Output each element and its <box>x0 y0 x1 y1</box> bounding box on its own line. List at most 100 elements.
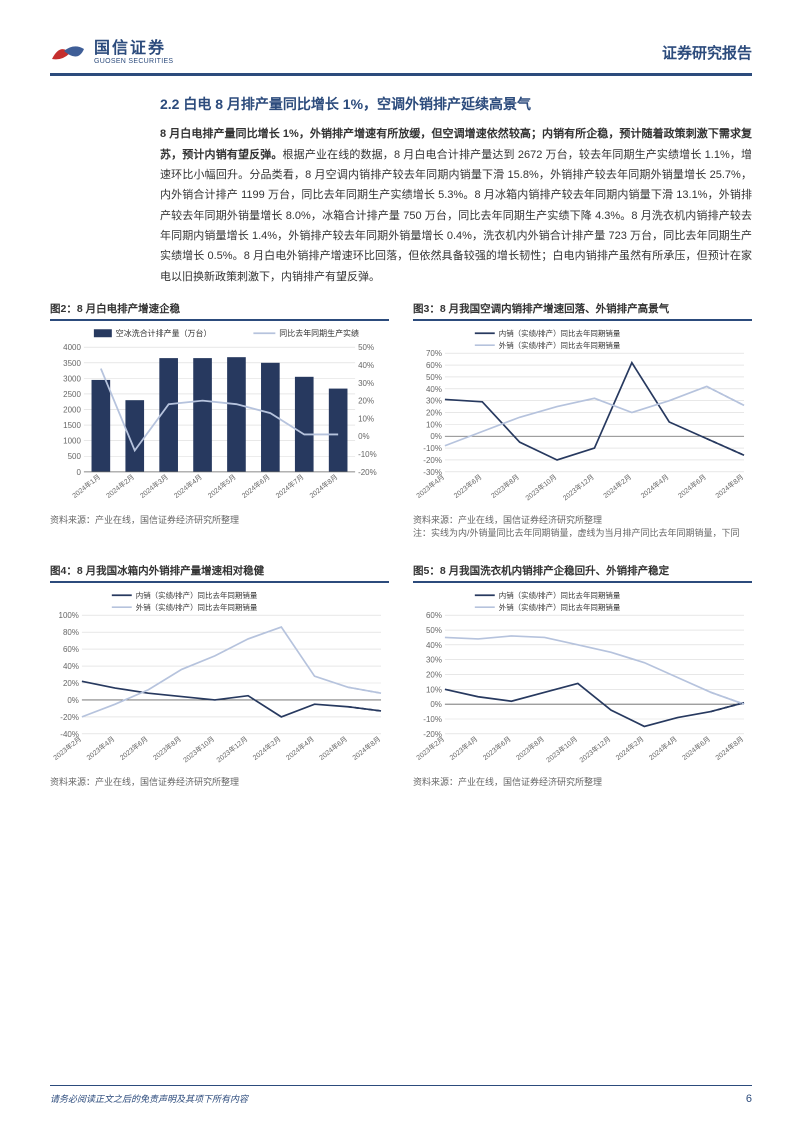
svg-text:0%: 0% <box>358 432 370 441</box>
svg-text:2023年4月: 2023年4月 <box>85 735 117 763</box>
svg-text:2023年8月: 2023年8月 <box>514 735 546 763</box>
svg-text:40%: 40% <box>63 662 79 671</box>
svg-text:2024年4月: 2024年4月 <box>647 735 679 763</box>
svg-text:2024年5月: 2024年5月 <box>206 472 238 500</box>
svg-text:2024年3月: 2024年3月 <box>138 472 170 500</box>
svg-text:-20%: -20% <box>423 456 442 465</box>
svg-text:2024年8月: 2024年8月 <box>713 472 745 500</box>
svg-text:2023年12月: 2023年12月 <box>214 735 249 765</box>
chart5-svg: -20%-10%0%10%20%30%40%50%60%2023年2月2023年… <box>413 587 752 772</box>
svg-text:40%: 40% <box>426 385 442 394</box>
svg-text:2024年2月: 2024年2月 <box>614 735 646 763</box>
content-area: 2.2 白电 8 月排产量同比增长 1%，空调外销排产延续高景气 8 月白电排产… <box>50 94 752 789</box>
svg-text:2023年10月: 2023年10月 <box>544 735 579 765</box>
svg-text:2024年4月: 2024年4月 <box>284 735 316 763</box>
svg-text:3500: 3500 <box>63 359 81 368</box>
svg-text:-10%: -10% <box>423 444 442 453</box>
svg-text:10%: 10% <box>426 420 442 429</box>
svg-text:2023年8月: 2023年8月 <box>151 735 183 763</box>
svg-text:内销（实绩/排产）同比去年同期销量: 内销（实绩/排产）同比去年同期销量 <box>136 590 258 600</box>
svg-text:2023年4月: 2023年4月 <box>448 735 480 763</box>
logo-cn: 国信证券 <box>94 40 173 58</box>
chart4-svg: -40%-20%0%20%40%60%80%100%2023年2月2023年4月… <box>50 587 389 772</box>
page-header: 国信证券 GUOSEN SECURITIES 证券研究报告 <box>50 40 752 76</box>
svg-text:2023年12月: 2023年12月 <box>561 472 596 502</box>
section-title: 2.2 白电 8 月排产量同比增长 1%，空调外销排产延续高景气 <box>160 94 752 114</box>
chart2-block: 图2：8 月白电排产增速企稳 0500100015002000250030003… <box>50 301 389 539</box>
svg-text:40%: 40% <box>426 641 442 650</box>
svg-text:-20%: -20% <box>358 468 377 477</box>
svg-text:2024年8月: 2024年8月 <box>308 472 340 500</box>
chart4-source: 资料来源：产业在线，国信证券经济研究所整理 <box>50 776 389 789</box>
svg-text:10%: 10% <box>426 686 442 695</box>
svg-text:30%: 30% <box>426 397 442 406</box>
svg-text:2023年10月: 2023年10月 <box>523 472 558 502</box>
svg-text:2024年6月: 2024年6月 <box>240 472 272 500</box>
svg-text:2024年7月: 2024年7月 <box>274 472 306 500</box>
body-rest: 根据产业在线的数据，8 月白电合计排产量达到 2672 万台，较去年同期生产实绩… <box>160 149 752 283</box>
svg-text:内销（实绩/排产）同比去年同期销量: 内销（实绩/排产）同比去年同期销量 <box>499 590 621 600</box>
svg-text:0%: 0% <box>430 432 442 441</box>
svg-text:2023年8月: 2023年8月 <box>489 472 521 500</box>
svg-text:60%: 60% <box>426 611 442 620</box>
svg-text:内销（实绩/排产）同比去年同期销量: 内销（实绩/排产）同比去年同期销量 <box>499 328 621 338</box>
svg-text:-10%: -10% <box>358 450 377 459</box>
chart3-note: 注：实线为内/外销量同比去年同期销量，虚线为当月排产同比去年同期销量，下同 <box>413 527 752 540</box>
svg-text:30%: 30% <box>426 656 442 665</box>
logo-icon <box>50 41 86 65</box>
svg-text:20%: 20% <box>63 679 79 688</box>
svg-text:1000: 1000 <box>63 437 81 446</box>
svg-text:20%: 20% <box>358 397 374 406</box>
chart3-source: 资料来源：产业在线，国信证券经济研究所整理 <box>413 514 752 527</box>
svg-text:2024年2月: 2024年2月 <box>601 472 633 500</box>
svg-text:2500: 2500 <box>63 390 81 399</box>
charts-grid: 图2：8 月白电排产增速企稳 0500100015002000250030003… <box>50 301 752 789</box>
logo-block: 国信证券 GUOSEN SECURITIES <box>50 40 173 65</box>
chart2-source: 资料来源：产业在线，国信证券经济研究所整理 <box>50 514 389 527</box>
svg-text:50%: 50% <box>426 626 442 635</box>
svg-text:10%: 10% <box>358 414 374 423</box>
svg-text:80%: 80% <box>63 628 79 637</box>
chart3-block: 图3：8 月我国空调内销排产增速回落、外销排产高景气 -30%-20%-10%0… <box>413 301 752 539</box>
svg-text:2023年12月: 2023年12月 <box>577 735 612 765</box>
svg-text:2023年10月: 2023年10月 <box>181 735 216 765</box>
svg-text:2024年2月: 2024年2月 <box>251 735 283 763</box>
chart2-svg: 05001000150020002500300035004000-20%-10%… <box>50 325 389 510</box>
svg-text:2024年6月: 2024年6月 <box>317 735 349 763</box>
svg-text:2024年2月: 2024年2月 <box>104 472 136 500</box>
svg-text:30%: 30% <box>358 379 374 388</box>
chart4-block: 图4：8 月我国冰箱内外销排产量增速相对稳健 -40%-20%0%20%40%6… <box>50 563 389 789</box>
logo-text: 国信证券 GUOSEN SECURITIES <box>94 40 173 65</box>
svg-text:4000: 4000 <box>63 343 81 352</box>
footer-page: 6 <box>746 1093 752 1105</box>
svg-text:2024年6月: 2024年6月 <box>676 472 708 500</box>
svg-text:外销（实绩/排产）同比去年同期销量: 外销（实绩/排产）同比去年同期销量 <box>136 602 258 612</box>
chart2-title: 图2：8 月白电排产增速企稳 <box>50 301 389 321</box>
svg-text:2024年8月: 2024年8月 <box>350 735 382 763</box>
svg-text:2024年4月: 2024年4月 <box>639 472 671 500</box>
svg-text:2024年4月: 2024年4月 <box>172 472 204 500</box>
svg-text:同比去年同期生产实绩: 同比去年同期生产实绩 <box>279 328 359 338</box>
svg-text:20%: 20% <box>426 409 442 418</box>
svg-text:40%: 40% <box>358 361 374 370</box>
svg-text:60%: 60% <box>426 361 442 370</box>
svg-text:60%: 60% <box>63 645 79 654</box>
chart3-svg: -30%-20%-10%0%10%20%30%40%50%60%70%2023年… <box>413 325 752 510</box>
svg-text:50%: 50% <box>426 373 442 382</box>
svg-text:2000: 2000 <box>63 406 81 415</box>
section-body: 8 月白电排产量同比增长 1%，外销排产增速有所放缓，但空调增速依然较高；内销有… <box>160 124 752 287</box>
svg-text:2024年8月: 2024年8月 <box>713 735 745 763</box>
svg-text:-20%: -20% <box>60 713 79 722</box>
svg-text:500: 500 <box>68 452 82 461</box>
svg-text:2024年6月: 2024年6月 <box>680 735 712 763</box>
chart5-title: 图5：8 月我国洗衣机内销排产企稳回升、外销排产稳定 <box>413 563 752 583</box>
svg-text:70%: 70% <box>426 349 442 358</box>
svg-text:0: 0 <box>76 468 81 477</box>
chart4-title: 图4：8 月我国冰箱内外销排产量增速相对稳健 <box>50 563 389 583</box>
svg-text:空冰洗合计排产量（万台）: 空冰洗合计排产量（万台） <box>116 328 212 338</box>
svg-text:2023年6月: 2023年6月 <box>452 472 484 500</box>
page: 国信证券 GUOSEN SECURITIES 证券研究报告 2.2 白电 8 月… <box>0 0 802 1133</box>
chart5-source: 资料来源：产业在线，国信证券经济研究所整理 <box>413 776 752 789</box>
svg-text:20%: 20% <box>426 671 442 680</box>
logo-en: GUOSEN SECURITIES <box>94 58 173 66</box>
